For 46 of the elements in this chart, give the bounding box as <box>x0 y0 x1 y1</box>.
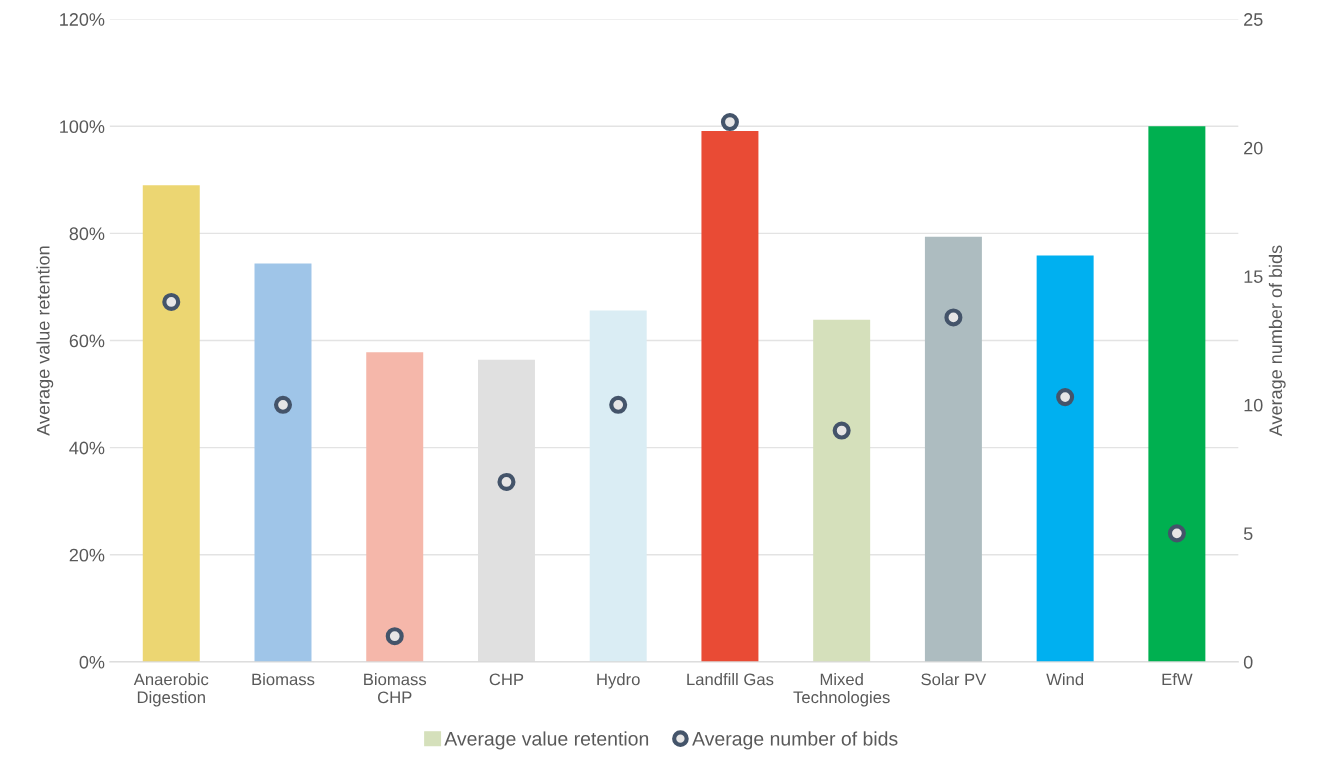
bar <box>1148 126 1206 662</box>
y-tick-label: 60% <box>69 334 105 348</box>
point <box>1056 388 1075 407</box>
bar <box>813 319 871 662</box>
point <box>832 421 851 440</box>
y2-tick-label: 15 <box>1244 270 1263 283</box>
y-tick-label: 100% <box>60 120 105 134</box>
y2-tick-label: 0 <box>1243 655 1253 669</box>
y-tick-label: 80% <box>69 227 105 241</box>
y2-tick-label: 5 <box>1243 527 1253 541</box>
y2-axis-title: Average number of bids <box>1268 245 1286 437</box>
legend-label: Average number of bids <box>692 731 898 750</box>
bar <box>701 131 759 662</box>
legend-label: Average value retention <box>444 731 649 750</box>
point <box>162 292 181 312</box>
y-tick-label: 0% <box>79 655 105 669</box>
y-tick-label: 40% <box>69 441 105 455</box>
y2-tick-label: 10 <box>1244 398 1263 412</box>
y-axis-title: Average value retention <box>36 246 54 436</box>
bar <box>366 352 424 662</box>
bar <box>254 263 312 662</box>
bar <box>1036 255 1094 662</box>
bar <box>924 236 982 662</box>
y2-tick-label: 25 <box>1244 13 1263 26</box>
point <box>944 308 963 327</box>
point <box>273 395 293 414</box>
x-tick-label: Wind <box>1046 673 1084 686</box>
point <box>385 627 404 646</box>
y2-tick-label: 20 <box>1244 141 1263 155</box>
x-tick-label: Hydro <box>597 673 640 689</box>
x-tick-label: Mixed Technologies <box>793 673 890 707</box>
x-tick-label: Anaerobic Digestion <box>133 673 209 707</box>
point <box>497 472 516 491</box>
bar <box>142 185 200 662</box>
x-tick-label: EfW <box>1162 673 1193 686</box>
x-tick-label: CHP <box>489 673 524 686</box>
point <box>1167 524 1186 543</box>
point <box>720 112 739 132</box>
x-tick-label: Landfill Gas <box>687 673 774 686</box>
y-tick-label: 120% <box>60 13 105 26</box>
x-tick-label: Biomass CHP <box>364 673 427 704</box>
y-tick-label: 20% <box>69 548 105 562</box>
x-tick-label: Biomass <box>252 673 315 686</box>
bar <box>589 310 647 662</box>
point <box>609 395 628 414</box>
x-tick-label: Solar PV <box>921 673 987 686</box>
